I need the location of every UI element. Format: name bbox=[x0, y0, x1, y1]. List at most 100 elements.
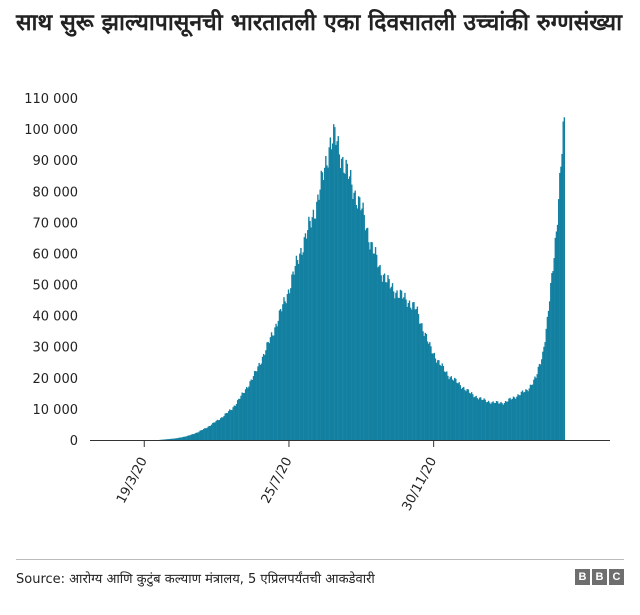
bar bbox=[242, 393, 244, 440]
bar bbox=[561, 153, 563, 440]
bar bbox=[524, 391, 526, 440]
bar bbox=[414, 309, 416, 440]
bar bbox=[294, 266, 296, 440]
bar bbox=[331, 143, 334, 440]
bbc-logo-letter: B bbox=[575, 569, 590, 585]
bar bbox=[230, 410, 232, 440]
bar bbox=[184, 436, 187, 440]
bar bbox=[235, 403, 238, 440]
bar bbox=[552, 271, 554, 440]
bar bbox=[444, 372, 447, 440]
bar bbox=[351, 184, 353, 440]
bar bbox=[503, 403, 506, 440]
bar bbox=[536, 374, 538, 440]
bar bbox=[292, 271, 294, 440]
bar bbox=[466, 389, 468, 440]
bar bbox=[553, 258, 555, 440]
bar bbox=[459, 385, 462, 440]
bar bbox=[428, 343, 430, 440]
bar bbox=[221, 417, 223, 440]
bbc-logo: B B C bbox=[575, 569, 624, 585]
bar bbox=[405, 299, 407, 440]
bar bbox=[293, 274, 295, 440]
bar bbox=[372, 253, 374, 440]
bar bbox=[542, 351, 544, 440]
bar bbox=[518, 395, 520, 440]
bar bbox=[527, 391, 529, 440]
bar bbox=[256, 371, 258, 440]
bar bbox=[169, 438, 171, 440]
bar bbox=[284, 301, 286, 440]
bar bbox=[345, 159, 347, 440]
bar bbox=[231, 410, 233, 440]
bar bbox=[392, 291, 395, 440]
bar bbox=[473, 397, 475, 440]
bar bbox=[486, 401, 489, 440]
bar bbox=[510, 399, 512, 440]
y-tick-label: 110 000 bbox=[24, 92, 78, 107]
bar bbox=[279, 309, 282, 440]
bar bbox=[191, 434, 194, 440]
bar bbox=[451, 379, 454, 440]
bar bbox=[528, 388, 530, 440]
bar bbox=[448, 379, 450, 440]
bar bbox=[342, 156, 344, 440]
bar bbox=[480, 397, 482, 440]
bar bbox=[247, 388, 249, 440]
bar bbox=[502, 404, 504, 440]
bar bbox=[450, 376, 452, 440]
bar bbox=[496, 401, 499, 440]
bar bbox=[255, 371, 257, 440]
y-tick-label: 80 000 bbox=[33, 185, 79, 200]
bar bbox=[283, 297, 285, 440]
bar bbox=[454, 377, 456, 440]
bar bbox=[378, 266, 380, 440]
bar bbox=[554, 237, 556, 440]
bar bbox=[320, 170, 322, 441]
bar bbox=[411, 309, 413, 440]
bar bbox=[446, 371, 448, 440]
bar bbox=[249, 381, 251, 440]
bar bbox=[188, 435, 190, 440]
bar bbox=[491, 402, 493, 440]
bar bbox=[538, 363, 541, 440]
bar bbox=[277, 320, 280, 440]
bar bbox=[464, 389, 466, 440]
bar bbox=[507, 401, 509, 440]
bar bbox=[200, 430, 203, 440]
bar bbox=[381, 281, 384, 440]
y-axis: 0 10 000 20 000 30 000 40 000 50 000 60 000 70 … bbox=[24, 92, 78, 449]
bar bbox=[301, 254, 303, 440]
bar bbox=[501, 403, 503, 440]
bar bbox=[376, 254, 378, 440]
bar bbox=[276, 326, 278, 440]
bar bbox=[348, 176, 351, 440]
y-tick-label: 90 000 bbox=[33, 154, 79, 169]
bar bbox=[223, 415, 225, 440]
bar bbox=[334, 127, 336, 441]
bar bbox=[272, 335, 274, 440]
bar bbox=[513, 397, 516, 440]
bar bbox=[322, 179, 325, 440]
bar bbox=[400, 290, 403, 440]
bar bbox=[474, 396, 476, 440]
bar bbox=[298, 263, 300, 440]
bar bbox=[463, 386, 465, 440]
bar bbox=[541, 359, 543, 440]
bar bbox=[270, 332, 273, 440]
bar bbox=[344, 173, 346, 440]
bar bbox=[534, 376, 536, 440]
bars bbox=[158, 117, 566, 441]
bar bbox=[196, 432, 198, 440]
x-tick-label: 19/3/20 bbox=[114, 455, 151, 506]
bar bbox=[511, 398, 514, 440]
bar bbox=[267, 341, 269, 440]
bar bbox=[220, 418, 222, 440]
bar bbox=[321, 172, 324, 441]
bar bbox=[241, 392, 243, 440]
bar bbox=[304, 233, 307, 440]
bar bbox=[309, 220, 311, 440]
bar bbox=[333, 124, 335, 441]
bar bbox=[391, 283, 394, 440]
bar bbox=[397, 297, 399, 440]
